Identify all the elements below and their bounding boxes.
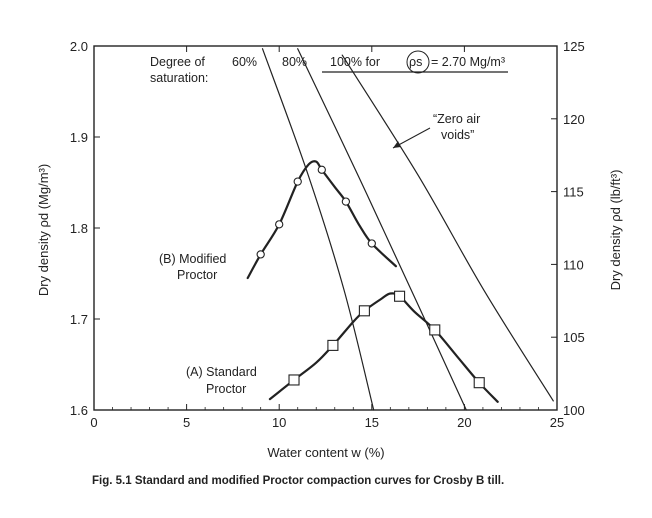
markers-group xyxy=(256,165,485,389)
standard-proctor-label-line1: (A) Standard xyxy=(186,365,257,379)
figure-caption-text: Standard and modified Proctor compaction… xyxy=(134,475,505,487)
y-tick-label-right: 125 xyxy=(563,39,585,54)
modified-proctor-point xyxy=(341,197,351,206)
x-tick-label: 0 xyxy=(90,415,97,430)
y-tick-label-left: 1.7 xyxy=(70,312,88,327)
modified-proctor-point xyxy=(317,165,326,174)
y-tick-label-right: 120 xyxy=(563,112,585,127)
modified-proctor-point xyxy=(256,250,265,259)
zero-air-voids-line2: voids” xyxy=(441,128,474,142)
axis-ticks-group: 0 5 10 15 20 25 1.6 1.7 1.8 1.9 2.0 100 105 110 115 120… xyxy=(70,39,585,430)
y-tick-label-left: 2.0 xyxy=(70,39,88,54)
series-line-a-standard-proctor xyxy=(268,292,499,403)
x-tick-label: 5 xyxy=(183,415,190,430)
series-line-100-for-s-2-70-mg-m xyxy=(341,54,554,402)
y-axis-title-right: Dry density ρd (lb/ft³) xyxy=(608,170,623,291)
y-tick-label-right: 115 xyxy=(563,185,584,200)
saturation-label-80: 80% xyxy=(282,55,307,69)
x-axis-title: Water content w (%) xyxy=(267,445,384,460)
standard-proctor-label-line2: Proctor xyxy=(206,382,246,396)
y-tick-label-right: 110 xyxy=(563,257,584,272)
standard-proctor-point xyxy=(394,290,406,302)
modified-proctor-point xyxy=(293,177,302,186)
y-tick-label-left: 1.8 xyxy=(70,221,88,236)
standard-proctor-point xyxy=(473,377,485,389)
y-tick-label-left: 1.9 xyxy=(70,130,88,145)
x-tick-label: 25 xyxy=(550,415,564,430)
standard-proctor-point xyxy=(288,374,300,386)
modified-proctor-point xyxy=(367,239,376,248)
y-tick-label-left: 1.6 xyxy=(70,403,88,418)
curves-group xyxy=(246,48,554,411)
series-line-b-modified-proctor xyxy=(246,160,397,280)
standard-proctor-point xyxy=(429,324,441,336)
rho-s-symbol: ρs xyxy=(409,55,422,69)
saturation-heading-line2: saturation: xyxy=(150,71,208,85)
figure-caption-label: Fig. 5.1 xyxy=(92,475,132,487)
x-tick-label: 10 xyxy=(272,415,286,430)
saturation-label-100: 100% for xyxy=(330,55,380,69)
standard-proctor-point xyxy=(358,305,370,317)
saturation-heading-line1: Degree of xyxy=(150,55,205,69)
standard-proctor-point xyxy=(327,339,339,351)
x-tick-label: 15 xyxy=(365,415,379,430)
modified-proctor-label-line2: Proctor xyxy=(177,268,217,282)
y-tick-label-right: 100 xyxy=(563,403,585,418)
y-axis-title-left: Dry density ρd (Mg/m³) xyxy=(36,164,51,296)
zero-air-voids-arrowhead xyxy=(393,141,401,148)
series-line-60 xyxy=(261,48,375,411)
x-tick-label: 20 xyxy=(457,415,471,430)
rho-s-value: = 2.70 Mg/m³ xyxy=(431,55,505,69)
y-tick-label-right: 105 xyxy=(563,330,585,345)
series-line-80 xyxy=(297,48,467,411)
zero-air-voids-line1: “Zero air xyxy=(433,112,480,126)
modified-proctor-label-line1: (B) Modified xyxy=(159,252,226,266)
saturation-label-60: 60% xyxy=(232,55,257,69)
rho-s-circle xyxy=(406,50,430,74)
modified-proctor-point xyxy=(275,220,284,229)
figure-caption: Fig. 5.1 Standard and modified Proctor c… xyxy=(92,474,562,489)
